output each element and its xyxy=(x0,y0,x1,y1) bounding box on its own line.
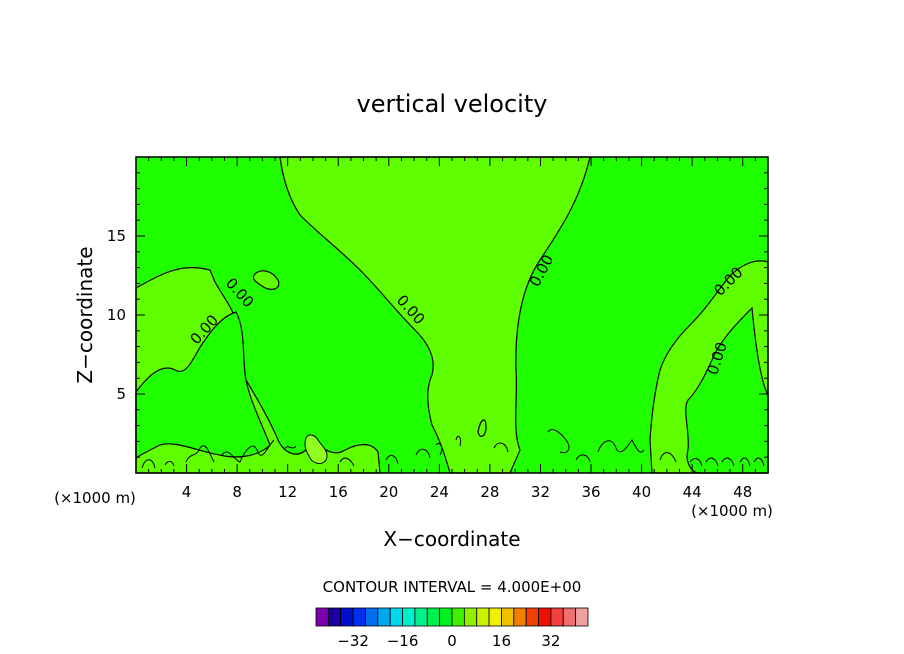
colorbar-swatch xyxy=(389,607,403,627)
colorbar-swatch xyxy=(377,607,391,627)
surface-contours xyxy=(141,429,765,469)
positive-region-center xyxy=(279,156,591,474)
colorbar-swatch xyxy=(340,607,354,627)
x-tick-label: 16 xyxy=(329,483,348,501)
x-tick-label: 24 xyxy=(430,483,449,501)
x-tick-label: 28 xyxy=(480,483,499,501)
x-tick-label: 48 xyxy=(733,483,752,501)
colorbar-swatch xyxy=(426,607,441,627)
colorbar-swatch xyxy=(562,607,577,627)
colorbar-swatch xyxy=(550,607,564,627)
y-tick-label: 15 xyxy=(107,227,126,245)
x-tick-label: 12 xyxy=(278,483,297,501)
colorbar-swatch xyxy=(402,607,416,627)
small-closed-contour xyxy=(252,270,280,290)
colorbar-swatch xyxy=(365,607,379,627)
x-tick-label: 4 xyxy=(182,483,192,501)
x-unit-right: (×1000 m) xyxy=(691,502,773,520)
colorbar-swatch xyxy=(513,607,527,627)
contour-interval: CONTOUR INTERVAL = 4.000E+00 xyxy=(323,578,582,596)
x-tick-label: 44 xyxy=(683,483,702,501)
colorbar-swatch xyxy=(538,607,552,627)
colorbar-tick-label: −32 xyxy=(337,632,369,650)
colorbar-tick-label: 0 xyxy=(447,632,457,650)
strong-blob xyxy=(304,434,328,464)
colorbar-tick-label: −16 xyxy=(387,632,419,650)
colorbar-swatch xyxy=(476,607,490,627)
y-axis-label: Z−coordinate xyxy=(73,246,97,383)
colorbar-tick-label: 32 xyxy=(541,632,560,650)
x-unit-left: (×1000 m) xyxy=(54,489,136,507)
colorbar-swatch xyxy=(463,607,478,627)
colorbar-tick-label: 16 xyxy=(492,632,511,650)
contour-regions xyxy=(135,156,769,474)
negative-pocket-right xyxy=(685,306,769,474)
x-tick-label: 36 xyxy=(581,483,600,501)
colorbar-swatch xyxy=(575,607,589,627)
colorbar-swatch xyxy=(315,607,329,627)
colorbar xyxy=(315,607,589,627)
colorbar-swatch xyxy=(352,607,366,627)
x-tick-label: 32 xyxy=(531,483,550,501)
negative-pocket-left xyxy=(135,311,271,460)
colorbar-swatch xyxy=(488,607,502,627)
colorbar-labels: −32 −16 0 16 32 xyxy=(337,632,560,650)
small-spike xyxy=(477,419,487,437)
y-tick-label: 10 xyxy=(107,306,126,324)
x-axis-ticks: 4 8 12 16 20 24 28 32 36 40 44 48 xyxy=(148,157,756,501)
colorbar-swatch xyxy=(327,607,342,627)
y-tick-label: 5 xyxy=(116,385,126,403)
x-tick-label: 20 xyxy=(379,483,398,501)
colorbar-swatch xyxy=(525,607,539,627)
colorbar-swatch xyxy=(439,607,453,627)
colorbar-swatch xyxy=(451,607,465,627)
chart-title: vertical velocity xyxy=(357,90,548,118)
y-axis-ticks: 5 10 15 xyxy=(107,172,768,458)
x-tick-label: 8 xyxy=(232,483,242,501)
x-tick-label: 40 xyxy=(632,483,651,501)
colorbar-swatch xyxy=(501,607,515,627)
colorbar-swatch xyxy=(414,607,428,627)
x-axis-label: X−coordinate xyxy=(383,527,520,551)
